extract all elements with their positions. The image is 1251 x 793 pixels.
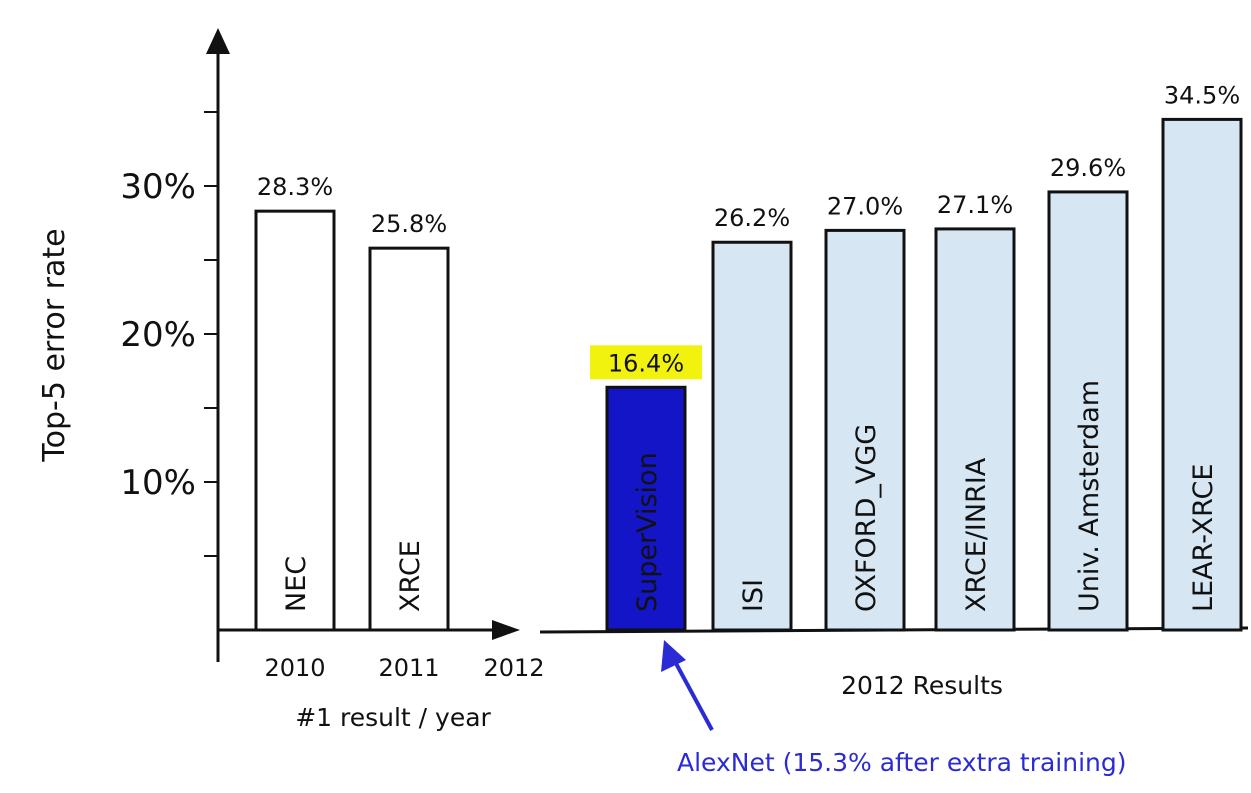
bar	[711, 240, 793, 632]
bar-name-label: XRCE	[395, 540, 426, 612]
bar	[824, 228, 906, 632]
annotation-arrowhead	[661, 640, 686, 672]
bar-year-label: 2010	[264, 654, 325, 682]
bar	[605, 385, 687, 632]
bar-name-label: LEAR-XRCE	[1188, 464, 1219, 612]
bar-value-label: 29.6%	[1050, 154, 1126, 182]
bar-value-label: 27.1%	[937, 191, 1013, 219]
bar-value-label: 34.5%	[1164, 81, 1240, 109]
x-axis-year-2012: 2012	[483, 654, 544, 682]
bar-value-label: 27.0%	[827, 192, 903, 220]
bar-year-label: 2011	[378, 654, 439, 682]
bar	[1047, 190, 1129, 632]
bar	[1161, 117, 1243, 632]
bar-value-label: 25.8%	[371, 210, 447, 238]
value-highlight-marker	[590, 345, 702, 380]
annotation-arrow-shaft	[670, 655, 714, 731]
bar-value-label: 28.3%	[257, 173, 333, 201]
y-tick-label: 30%	[120, 167, 196, 207]
y-tick-label: 10%	[120, 463, 196, 503]
y-axis-arrowhead	[206, 28, 230, 54]
bar-name-label: XRCE/INRIA	[961, 457, 992, 612]
y-tick-label: 20%	[120, 315, 196, 355]
bars: 28.3% NEC 2010 25.8% XRCE 2011 16.4% SuperVisio…	[254, 81, 1243, 682]
bar-name-label: SuperVision	[632, 452, 663, 612]
bar-value-label: 26.2%	[714, 204, 790, 232]
results-group-label: 2012 Results	[841, 671, 1003, 700]
y-ticks: 10% 20% 30%	[120, 111, 218, 557]
bar	[254, 209, 336, 632]
bar-value-label: 16.4%	[608, 349, 684, 377]
bar-name-label: Univ. Amsterdam	[1074, 380, 1105, 612]
bar-name-label: OXFORD_VGG	[851, 424, 882, 612]
bar	[934, 227, 1016, 632]
annotation-text: AlexNet (15.3% after extra training)	[677, 748, 1127, 777]
bar-name-label: NEC	[281, 556, 312, 612]
history-group-label: #1 result / year	[295, 703, 491, 732]
bar	[368, 246, 450, 632]
bar-name-label: ISI	[738, 579, 769, 612]
x-axis-arrowhead	[492, 620, 520, 640]
y-axis-label: Top-5 error rate	[37, 228, 72, 462]
